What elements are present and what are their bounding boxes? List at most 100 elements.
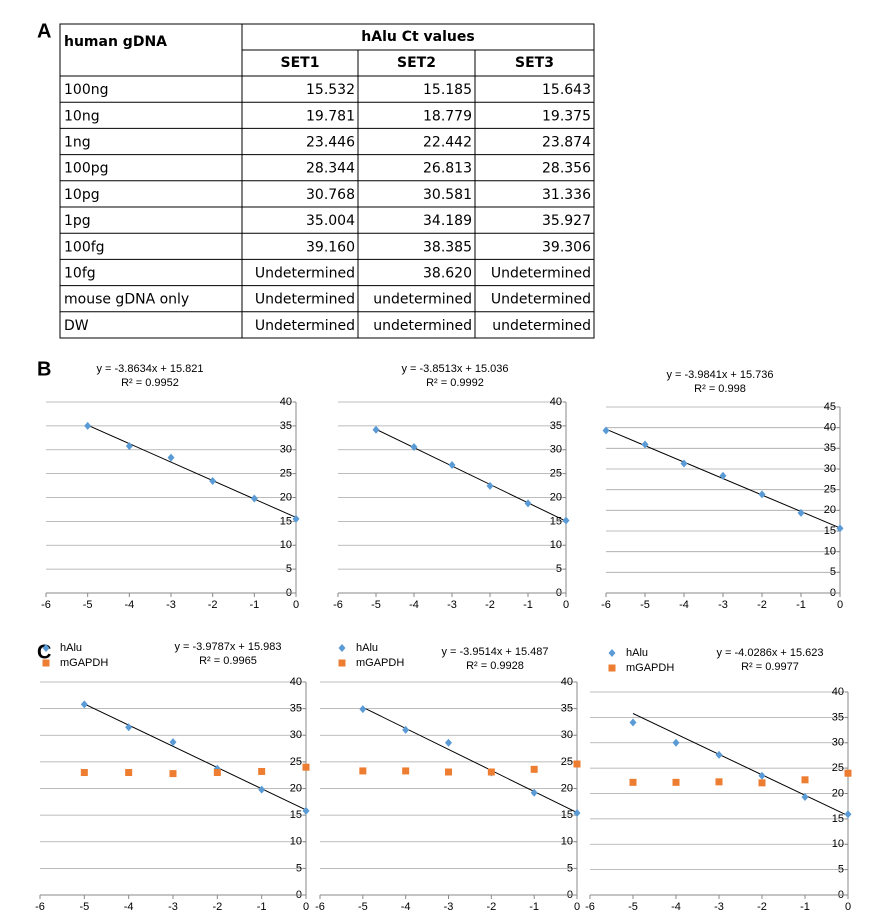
- point: [758, 771, 766, 780]
- point: [797, 508, 805, 517]
- point: [844, 769, 852, 777]
- row-label: 100ng: [64, 82, 108, 98]
- r-squared: R² = 0.9928: [466, 660, 524, 672]
- point: [445, 768, 452, 776]
- y-tick-label: 40: [550, 396, 562, 408]
- legend-marker: [42, 659, 50, 667]
- table-cell: undetermined: [492, 318, 591, 334]
- table-cell: 15.532: [306, 82, 355, 98]
- row-label: DW: [64, 318, 89, 334]
- x-tick-label: -4: [124, 599, 134, 611]
- x-tick-label: -6: [601, 599, 611, 611]
- r-squared: R² = 0.9965: [199, 655, 257, 667]
- y-tick-label: 10: [550, 539, 562, 551]
- point: [410, 442, 418, 451]
- x-tick-label: -4: [671, 901, 681, 913]
- point: [445, 738, 452, 747]
- y-tick-label: 40: [561, 676, 573, 688]
- point: [302, 806, 310, 815]
- table-cell: 38.385: [423, 239, 472, 255]
- point: [715, 750, 723, 759]
- x-tick-label: 0: [574, 901, 580, 913]
- table-header: human gDNA: [64, 34, 167, 50]
- legend-label: hAlu: [626, 647, 648, 659]
- table-cell: 15.643: [542, 82, 591, 98]
- y-tick-label: 5: [838, 864, 844, 876]
- point: [602, 426, 610, 435]
- point: [672, 778, 680, 786]
- x-tick-label: 0: [303, 901, 309, 913]
- y-tick-label: 40: [280, 396, 292, 408]
- y-tick-label: 35: [832, 711, 844, 723]
- table-cell: 18.779: [423, 108, 472, 124]
- point: [167, 453, 175, 462]
- x-tick-label: -6: [41, 599, 51, 611]
- x-tick-label: -2: [757, 901, 767, 913]
- table-cell: 23.446: [306, 135, 355, 151]
- point: [448, 460, 456, 469]
- legend-marker: [338, 644, 346, 652]
- point: [836, 524, 844, 533]
- point: [562, 516, 570, 525]
- y-tick-label: 40: [832, 686, 844, 698]
- y-tick-label: 20: [824, 504, 836, 516]
- x-tick-label: -6: [585, 901, 595, 913]
- point: [213, 769, 221, 777]
- x-tick-label: -2: [486, 901, 496, 913]
- y-tick-label: 30: [832, 737, 844, 749]
- row-label: 100pg: [64, 161, 109, 177]
- x-tick-label: -5: [83, 599, 93, 611]
- y-tick-label: 15: [561, 809, 573, 821]
- y-tick-label: 35: [280, 420, 292, 432]
- x-tick-label: -1: [523, 599, 533, 611]
- x-tick-label: -1: [796, 599, 806, 611]
- table-cell: 39.160: [306, 239, 355, 255]
- y-tick-label: 10: [824, 546, 836, 558]
- table-cell: 19.375: [542, 108, 591, 124]
- table-cell: 39.306: [542, 239, 591, 255]
- point: [250, 494, 258, 503]
- y-tick-label: 25: [824, 484, 836, 496]
- x-tick-label: 0: [563, 599, 569, 611]
- point: [486, 481, 494, 490]
- table-cell: 28.344: [306, 161, 355, 177]
- x-tick-label: -2: [208, 599, 218, 611]
- y-tick-label: 30: [824, 463, 836, 475]
- point: [573, 808, 581, 817]
- y-tick-label: 30: [561, 729, 573, 741]
- table-cell: 22.442: [423, 135, 472, 151]
- y-tick-label: 20: [280, 491, 292, 503]
- point: [80, 700, 88, 709]
- equation: y = -4.0286x + 15.623: [716, 647, 823, 659]
- column-header: SET2: [397, 55, 436, 71]
- point: [372, 425, 380, 434]
- x-tick-label: -3: [166, 599, 176, 611]
- y-tick-label: 20: [561, 782, 573, 794]
- table-cell: 30.581: [423, 187, 472, 203]
- point: [629, 778, 637, 786]
- x-tick-label: -3: [168, 901, 178, 913]
- legend-label: mGAPDH: [626, 662, 674, 674]
- trendline: [87, 424, 297, 518]
- legend-label: mGAPDH: [60, 657, 108, 669]
- table-cell: Undetermined: [255, 266, 355, 282]
- equation: y = -3.8634x + 15.821: [96, 363, 203, 375]
- r-squared: R² = 0.998: [694, 383, 746, 395]
- y-tick-label: 25: [280, 468, 292, 480]
- point: [715, 778, 723, 786]
- y-tick-label: 40: [824, 422, 836, 434]
- point: [801, 793, 809, 802]
- legend-label: hAlu: [356, 642, 378, 654]
- x-tick-label: -2: [212, 901, 222, 913]
- point: [209, 477, 217, 486]
- x-tick-label: -1: [800, 901, 810, 913]
- table-cell: undetermined: [373, 318, 472, 334]
- table-cell: Undetermined: [491, 292, 591, 308]
- table-header: hAlu Ct values: [361, 29, 474, 45]
- y-tick-label: 5: [556, 563, 562, 575]
- point: [629, 718, 637, 727]
- equation: y = -3.8513x + 15.036: [401, 363, 508, 375]
- y-tick-label: 15: [550, 515, 562, 527]
- table-cell: 19.781: [306, 108, 355, 124]
- point: [530, 788, 538, 797]
